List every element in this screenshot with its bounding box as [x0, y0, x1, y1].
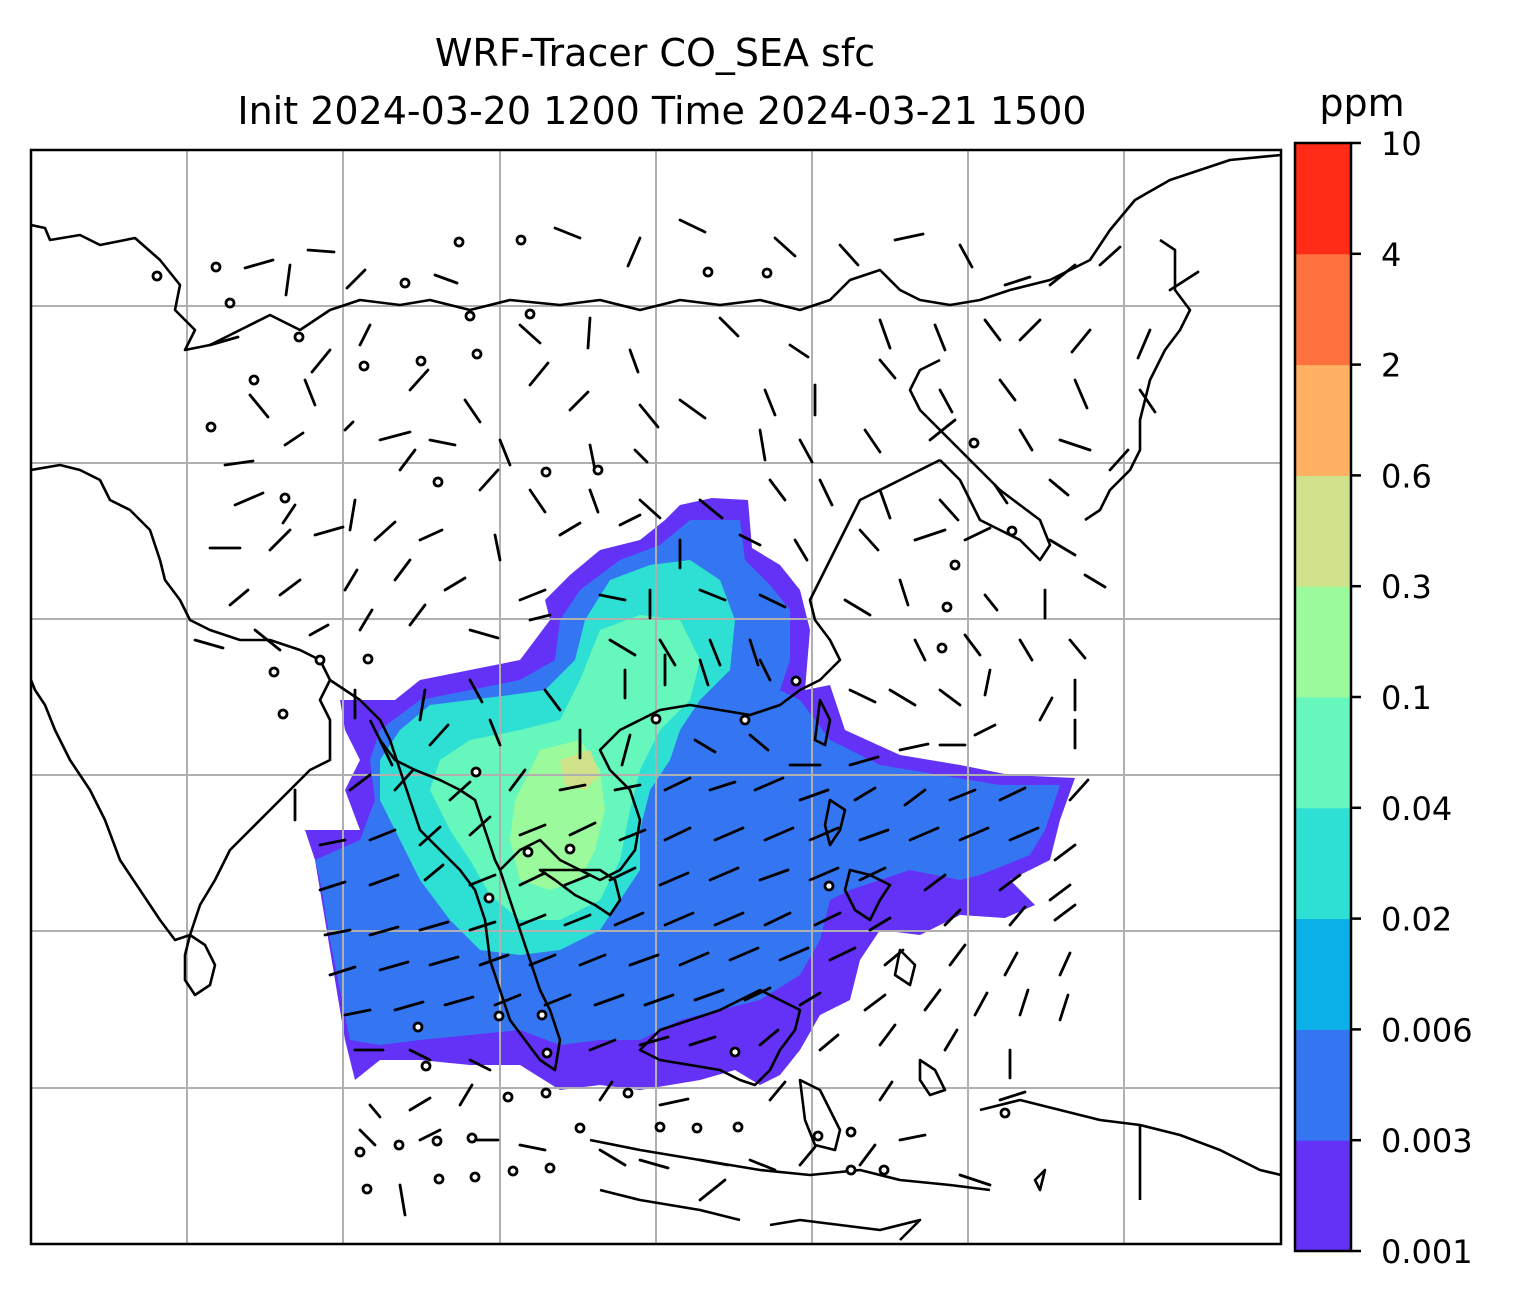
colorbar-unit-label: ppm — [1319, 81, 1404, 125]
colorbar-segment — [1295, 253, 1351, 366]
gridlines — [31, 150, 1281, 1244]
colorbar-tick-label: 0.04 — [1381, 790, 1452, 828]
map-frame — [29, 148, 1283, 1246]
tracer-concentration-field — [305, 498, 1075, 1090]
field-level-peak — [560, 750, 600, 790]
colorbar-tick-label: 0.6 — [1381, 457, 1432, 495]
chart-title-line2: Init 2024-03-20 1200 Time 2024-03-21 150… — [237, 89, 1086, 133]
colorbar-segment — [1295, 697, 1351, 809]
colorbar-tick-label: 0.3 — [1381, 568, 1432, 606]
colorbar-tick-label: 0.02 — [1381, 901, 1452, 939]
colorbar: ppm 0.001 0.003 0.006 0.02 0.04 0.1 0.3 0.6 2 4 10 — [1293, 81, 1473, 1271]
colorbar-tick-label: 0.001 — [1381, 1233, 1473, 1271]
colorbar-tick-label: 0.1 — [1381, 679, 1432, 717]
map-panel — [31, 150, 1281, 1244]
colorbar-segment — [1295, 475, 1351, 587]
chart-title-line1: WRF-Tracer CO_SEA sfc — [435, 31, 875, 75]
colorbar-segment — [1295, 586, 1351, 698]
calm-wind-markers — [151, 234, 1018, 1195]
colorbar-segment — [1295, 1140, 1351, 1252]
colorbar-segment — [1295, 918, 1351, 1030]
colorbar-tick-label: 0.006 — [1381, 1011, 1473, 1049]
colorbar-tick-label: 2 — [1381, 347, 1401, 385]
colorbar-tick-label: 4 — [1381, 236, 1401, 274]
colorbar-segments — [1295, 143, 1351, 1252]
colorbar-segment — [1295, 1029, 1351, 1141]
colorbar-segment — [1295, 807, 1351, 920]
colorbar-ticks: 0.001 0.003 0.006 0.02 0.04 0.1 0.3 0.6 2 4 10 — [1351, 125, 1473, 1271]
colorbar-tick-label: 0.003 — [1381, 1122, 1473, 1160]
colorbar-segment — [1295, 143, 1351, 255]
colorbar-tick-label: 10 — [1381, 125, 1422, 163]
wind-barbs — [193, 218, 1200, 1217]
coastlines — [31, 153, 1281, 1241]
colorbar-segment — [1295, 364, 1351, 476]
